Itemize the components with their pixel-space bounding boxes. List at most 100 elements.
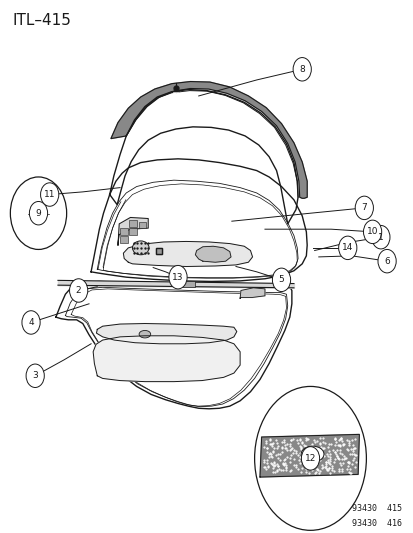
Point	[287, 445, 293, 454]
Point	[337, 434, 343, 442]
Point	[337, 434, 344, 442]
Point	[302, 467, 309, 476]
Point	[347, 469, 354, 478]
Point	[269, 448, 275, 457]
Point	[324, 465, 331, 474]
Point	[278, 443, 285, 451]
Point	[292, 448, 299, 457]
Text: 12: 12	[304, 454, 316, 463]
Point	[298, 438, 305, 447]
Ellipse shape	[300, 446, 323, 462]
Point	[330, 434, 337, 442]
Point	[278, 438, 285, 446]
Point	[321, 439, 328, 447]
Point	[292, 462, 299, 471]
Point	[344, 458, 351, 466]
Point	[336, 435, 343, 443]
Text: 5: 5	[278, 276, 284, 284]
Point	[266, 440, 273, 448]
Polygon shape	[123, 241, 252, 266]
Point	[280, 443, 287, 452]
Point	[316, 434, 323, 442]
Point	[296, 459, 302, 467]
Point	[263, 455, 270, 464]
Point	[294, 451, 301, 459]
Polygon shape	[109, 90, 297, 224]
Point	[349, 440, 355, 449]
Point	[267, 452, 273, 461]
Point	[293, 435, 299, 444]
Point	[268, 453, 274, 461]
Point	[336, 445, 342, 454]
Point	[326, 456, 332, 465]
Point	[263, 437, 269, 446]
Point	[310, 458, 316, 467]
Point	[299, 450, 305, 459]
Point	[302, 448, 309, 457]
Point	[326, 469, 333, 477]
Point	[338, 437, 344, 445]
Bar	[120, 228, 128, 235]
Point	[299, 440, 306, 449]
Point	[280, 456, 287, 465]
Point	[278, 443, 285, 452]
Point	[261, 458, 267, 467]
Point	[269, 461, 276, 470]
Point	[341, 453, 347, 462]
Polygon shape	[195, 246, 230, 262]
Circle shape	[371, 225, 389, 249]
Point	[338, 455, 344, 463]
Point	[345, 441, 352, 449]
Point	[325, 464, 332, 472]
Text: 7: 7	[361, 204, 366, 212]
Point	[275, 442, 281, 450]
Circle shape	[254, 386, 366, 530]
Point	[340, 455, 347, 464]
Point	[281, 459, 287, 467]
Point	[301, 455, 307, 463]
Point	[292, 461, 299, 470]
Point	[351, 434, 358, 443]
Point	[335, 466, 341, 475]
Point	[331, 448, 338, 456]
Point	[276, 450, 283, 458]
Point	[263, 443, 269, 452]
Point	[283, 453, 290, 462]
Point	[311, 456, 318, 464]
Text: 6: 6	[383, 257, 389, 265]
Point	[307, 461, 313, 469]
Point	[287, 435, 293, 444]
Circle shape	[169, 265, 187, 289]
Point	[348, 449, 355, 458]
Point	[334, 454, 341, 463]
Point	[313, 437, 320, 446]
Point	[287, 465, 293, 474]
Point	[296, 436, 303, 445]
Point	[294, 456, 301, 464]
Point	[260, 443, 267, 451]
Point	[296, 448, 303, 457]
Text: 11: 11	[44, 190, 55, 199]
Point	[280, 461, 286, 470]
Point	[343, 436, 349, 445]
Point	[338, 450, 345, 458]
Point	[301, 442, 307, 450]
Point	[270, 458, 277, 467]
Point	[262, 464, 269, 473]
Point	[331, 435, 337, 443]
Ellipse shape	[31, 214, 35, 219]
Point	[339, 440, 345, 449]
Point	[316, 450, 323, 459]
Polygon shape	[259, 434, 358, 477]
Point	[288, 443, 294, 452]
Point	[287, 435, 294, 444]
Point	[339, 451, 346, 460]
Point	[312, 446, 318, 454]
Point	[264, 462, 271, 470]
Point	[282, 443, 289, 452]
Point	[301, 444, 308, 453]
Point	[345, 437, 352, 445]
Point	[286, 446, 293, 454]
Point	[286, 440, 293, 448]
Point	[336, 442, 342, 450]
